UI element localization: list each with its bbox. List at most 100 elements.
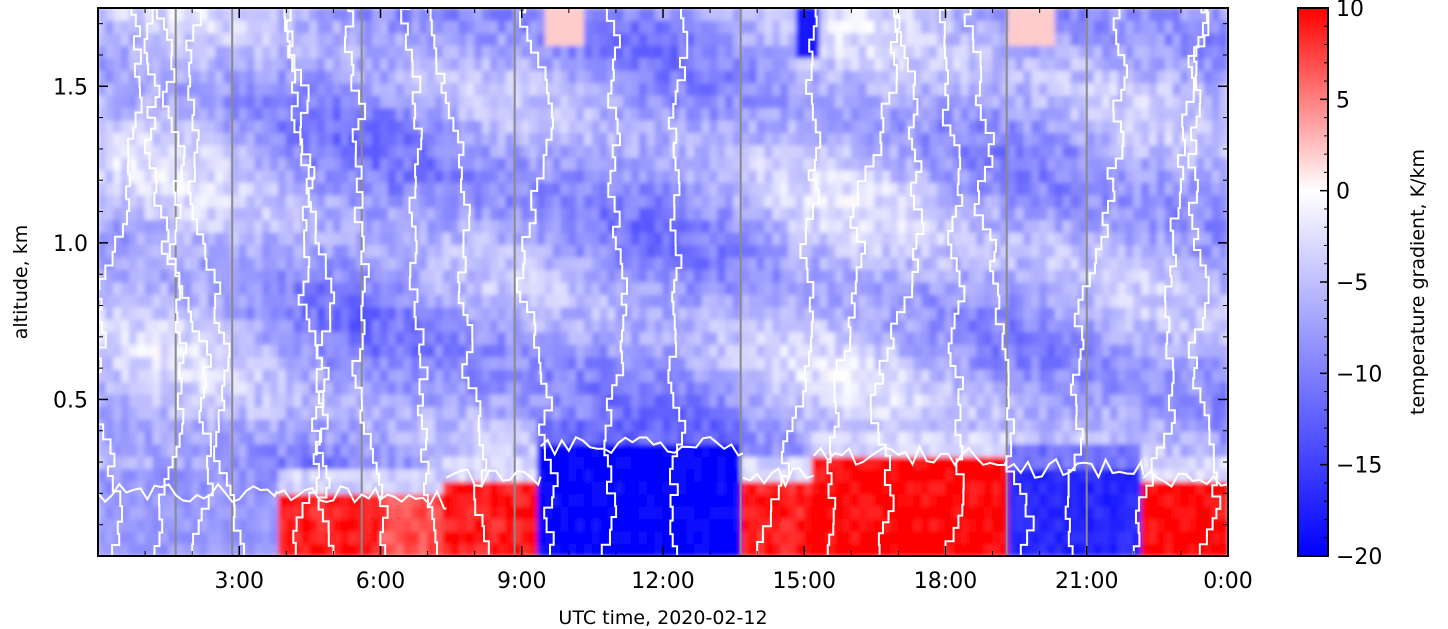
heatmap-cell (764, 505, 774, 520)
heatmap-cell (693, 306, 703, 320)
heatmap-cell (301, 430, 311, 445)
heatmap-cell (960, 306, 970, 320)
heatmap-cell (450, 455, 460, 470)
heatmap-cell (419, 132, 429, 146)
heatmap-cell (505, 443, 515, 457)
heatmap-cell (725, 194, 735, 208)
heatmap-cell (788, 331, 797, 345)
heatmap-cell (850, 57, 860, 71)
heatmap-cell (929, 418, 939, 432)
heatmap-cell (223, 8, 232, 21)
heatmap-cell (215, 94, 225, 109)
heatmap-cell (105, 69, 115, 84)
heatmap-cell (317, 318, 327, 333)
heatmap-cell (827, 69, 837, 84)
heatmap-cell (427, 381, 436, 395)
heatmap-cell (293, 406, 303, 420)
heatmap-cell (152, 443, 162, 457)
heatmap-cell (890, 119, 899, 134)
heatmap-cell (183, 480, 193, 495)
heatmap-cell (905, 156, 915, 171)
heatmap-cell (678, 406, 688, 420)
heatmap-cell (670, 306, 680, 320)
heatmap-cell (427, 119, 436, 134)
heatmap-cell (98, 480, 107, 495)
heatmap-cell (152, 169, 162, 183)
heatmap-cell (568, 32, 578, 46)
heatmap-cell (646, 393, 656, 408)
heatmap-cell (544, 505, 554, 520)
heatmap-cell (364, 368, 374, 383)
heatmap-cell (842, 493, 852, 507)
heatmap-cell (662, 169, 672, 183)
heatmap-cell (607, 430, 617, 445)
heatmap-cell (442, 418, 452, 432)
heatmap-cell (411, 269, 421, 283)
heatmap-cell (733, 8, 742, 21)
heatmap-cell (733, 219, 742, 233)
heatmap-cell (960, 381, 970, 395)
heatmap-cell (968, 57, 978, 71)
heatmap-cell (168, 8, 177, 21)
heatmap-cell (458, 468, 468, 482)
heatmap-cell (411, 530, 421, 545)
heatmap-cell (128, 318, 138, 333)
heatmap-cell (984, 381, 994, 395)
heatmap-cell (270, 194, 279, 208)
heatmap-cell (285, 356, 295, 370)
heatmap-cell (513, 169, 523, 183)
heatmap-cell (505, 107, 515, 121)
heatmap-cell (98, 331, 107, 345)
heatmap-cell (98, 443, 107, 457)
heatmap-cell (638, 32, 648, 46)
heatmap-cell (584, 530, 593, 545)
heatmap-cell (850, 368, 860, 383)
heatmap-cell (136, 269, 146, 283)
heatmap-cell (497, 19, 507, 34)
heatmap-cell (489, 82, 499, 96)
heatmap-cell (662, 194, 672, 208)
heatmap-cell (952, 169, 962, 183)
heatmap-cell (191, 219, 201, 233)
heatmap-cell (285, 244, 295, 258)
heatmap-cell (489, 318, 499, 333)
heatmap-cell (340, 468, 350, 482)
heatmap-cell (191, 206, 201, 221)
heatmap-cell (230, 19, 240, 34)
heatmap-cell (599, 132, 609, 146)
heatmap-cell (521, 443, 531, 457)
heatmap-cell (842, 181, 852, 196)
heatmap-cell (795, 306, 805, 320)
heatmap-cell (780, 381, 790, 395)
heatmap-cell (207, 8, 217, 21)
heatmap-cell (293, 356, 303, 370)
heatmap-cell (764, 156, 774, 171)
heatmap-cell (913, 306, 923, 320)
heatmap-cell (144, 455, 154, 470)
heatmap-cell (395, 144, 405, 158)
heatmap-cell (646, 530, 656, 545)
heatmap-cell (364, 32, 374, 46)
heatmap-cell (136, 244, 146, 258)
heatmap-cell (207, 530, 217, 545)
heatmap-cell (285, 132, 295, 146)
heatmap-cell (850, 194, 860, 208)
heatmap-cell (309, 468, 319, 482)
heatmap-cell (811, 356, 821, 370)
heatmap-cell (144, 493, 154, 507)
heatmap-cell (262, 468, 272, 482)
heatmap-cell (842, 19, 852, 34)
heatmap-cell (183, 231, 193, 246)
heatmap-cell (882, 381, 892, 395)
heatmap-cell (874, 44, 884, 59)
heatmap-cell (686, 306, 695, 320)
heatmap-cell (325, 144, 334, 158)
heatmap-cell (709, 393, 719, 408)
heatmap-cell (168, 206, 177, 221)
heatmap-cell (905, 306, 915, 320)
heatmap-cell (223, 505, 232, 520)
heatmap-cell (175, 181, 185, 196)
heatmap-cell (191, 69, 201, 84)
heatmap-cell (615, 418, 625, 432)
